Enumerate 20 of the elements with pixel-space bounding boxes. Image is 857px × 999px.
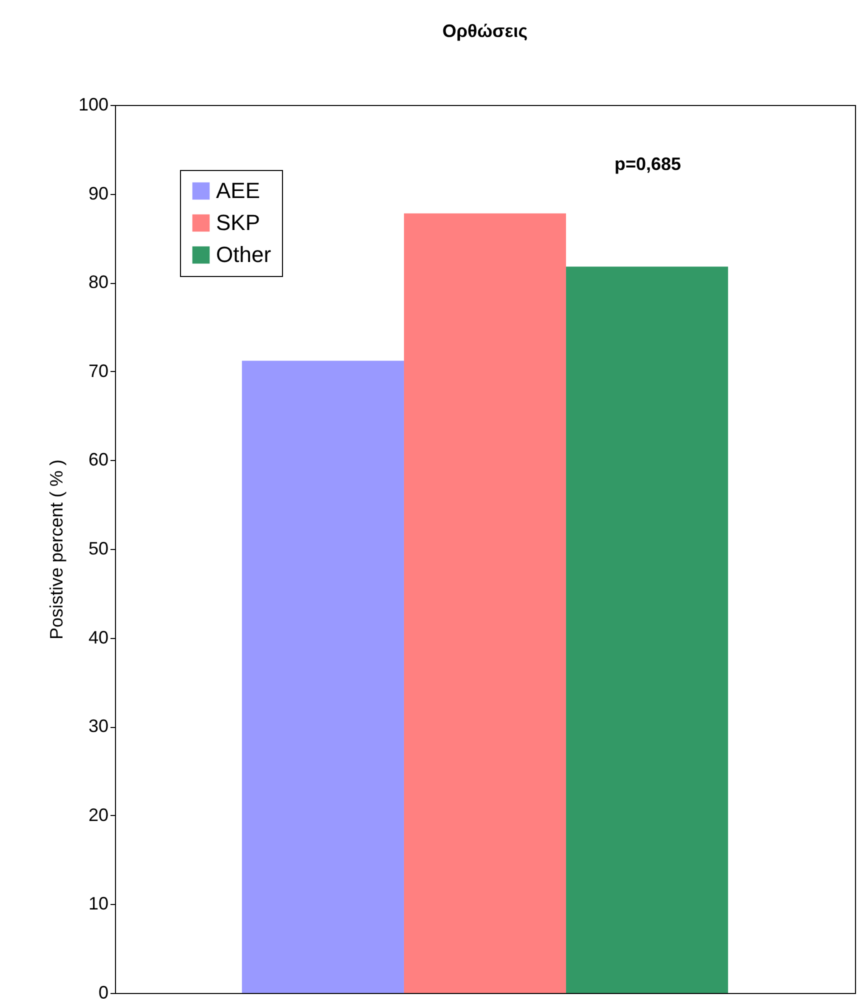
chart-title: Ορθώσεις: [442, 21, 528, 41]
bar: [242, 360, 404, 993]
y-tick-label: 90: [88, 183, 108, 204]
annotation: p=0,685: [614, 154, 682, 174]
legend-label: Other: [216, 242, 272, 267]
legend-label: SKP: [216, 210, 260, 235]
y-tick-label: 50: [88, 538, 108, 558]
y-tick-label: 80: [88, 272, 108, 292]
y-tick-label: 40: [88, 627, 108, 648]
y-tick-label: 0: [98, 982, 108, 999]
bar: [566, 266, 728, 993]
y-axis-title: Posistive percent ( % ): [46, 459, 66, 640]
y-tick-label: 70: [88, 360, 108, 381]
y-tick-label: 100: [78, 94, 108, 114]
y-tick-label: 60: [88, 450, 108, 470]
y-tick-label: 20: [88, 804, 108, 825]
bar: [404, 213, 566, 993]
y-tick-label: 30: [88, 716, 108, 736]
y-tick-label: 10: [88, 894, 108, 914]
legend-label: AEE: [216, 178, 260, 203]
